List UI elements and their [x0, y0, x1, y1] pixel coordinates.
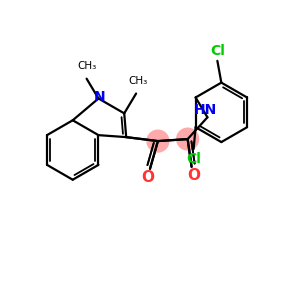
Text: N: N — [94, 89, 105, 103]
Text: HN: HN — [194, 103, 217, 117]
Text: Cl: Cl — [186, 152, 201, 166]
Circle shape — [147, 130, 169, 152]
Text: CH₃: CH₃ — [77, 61, 96, 71]
Text: Cl: Cl — [210, 44, 225, 58]
Text: CH₃: CH₃ — [128, 76, 148, 85]
Text: O: O — [142, 170, 154, 185]
Text: O: O — [187, 168, 200, 183]
Circle shape — [177, 128, 199, 150]
